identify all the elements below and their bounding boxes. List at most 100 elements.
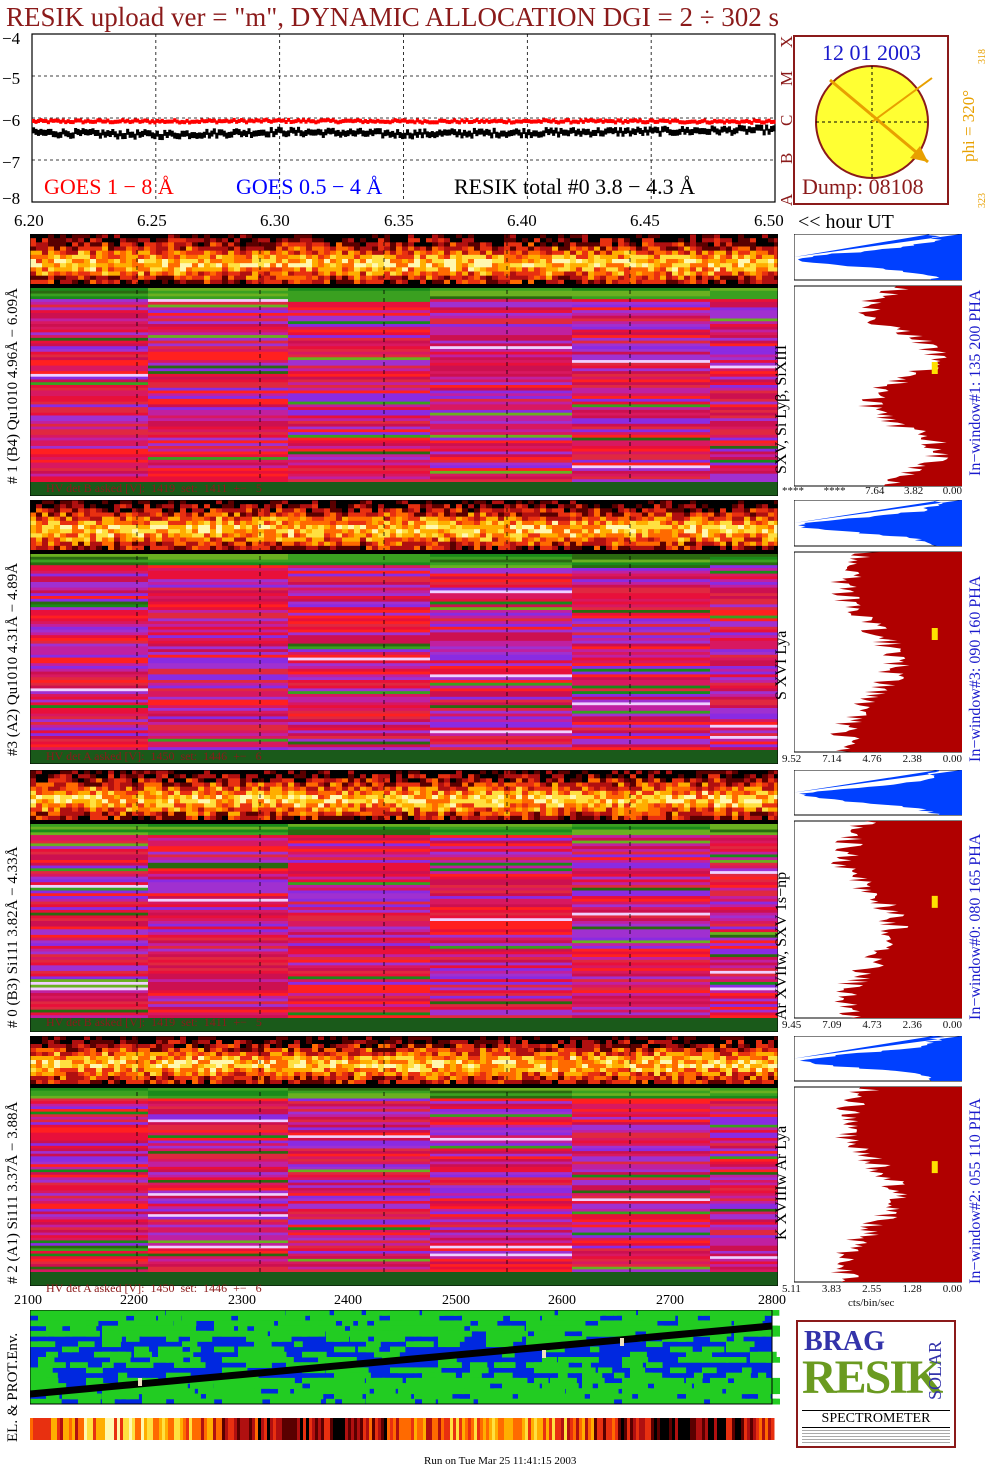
spectrum-pixel xyxy=(162,279,168,285)
spectrum-pixel xyxy=(480,234,486,239)
spectrum-pixel xyxy=(162,250,168,256)
spectrum-row xyxy=(710,337,778,342)
spectrum-row xyxy=(288,329,430,333)
spectrum-pixel xyxy=(294,259,300,264)
spectrum-pixel xyxy=(300,254,306,260)
spectrum-pixel xyxy=(78,271,84,277)
spectrum-pixel xyxy=(606,778,612,783)
spectrum-row xyxy=(710,315,778,319)
resik-total-point xyxy=(116,133,120,140)
spectrum-pixel xyxy=(114,246,120,252)
resik-total-point xyxy=(69,132,73,139)
spectrum-pixel xyxy=(678,271,684,277)
spectrum-pixel xyxy=(252,533,258,538)
resik-total-point xyxy=(346,130,350,137)
spectrum-pixel xyxy=(540,533,546,538)
spectrum-row xyxy=(30,307,148,311)
spectrum-pixel xyxy=(168,246,174,252)
spectrum-pixel xyxy=(42,246,48,252)
pha-ticks-1: **** **** 7.64 3.82 0.00 xyxy=(782,486,962,497)
spectrum-row xyxy=(288,365,430,369)
spectrum-pixel xyxy=(150,778,156,783)
spectrum-pixel xyxy=(702,541,708,547)
goes1-point xyxy=(121,118,125,123)
spectrum-pixel xyxy=(102,774,108,779)
spectrum-row xyxy=(430,649,572,653)
spectrum-pixel xyxy=(672,275,678,281)
spectrum-pixel xyxy=(306,778,312,783)
spectrum-pixel xyxy=(612,516,618,522)
spectrum-pixel xyxy=(102,504,108,509)
spectrum-pixel xyxy=(246,234,252,239)
spectrum-pixel xyxy=(324,525,330,530)
spectrum-pixel xyxy=(204,525,210,530)
spectrum-row xyxy=(148,708,288,712)
spectrum-pixel xyxy=(216,508,222,513)
spectrum-row xyxy=(572,445,710,450)
spectrum-row xyxy=(572,343,710,347)
spectrum-pixel xyxy=(168,508,174,513)
spectrum-row xyxy=(710,457,778,461)
spectrum-pixel xyxy=(204,545,210,551)
spectrum-pixel xyxy=(444,500,450,505)
spectrum-pixel xyxy=(168,238,174,243)
spectrum-pixel xyxy=(102,512,108,518)
spectrum-pixel xyxy=(156,774,162,779)
resik-total-point xyxy=(227,131,231,138)
resik-total-point xyxy=(425,131,429,138)
spectrum-pixel xyxy=(54,279,60,285)
spectrum-row xyxy=(30,649,148,653)
spectrum-row xyxy=(430,612,572,617)
spectrum-pixel xyxy=(144,770,150,775)
resik-total-point xyxy=(609,127,613,134)
spectrum-pixel xyxy=(630,246,636,252)
spectrum-pixel xyxy=(120,525,126,530)
spectrum-row xyxy=(572,290,710,295)
spectrum-pixel xyxy=(270,782,276,788)
spectrum-pixel xyxy=(756,533,762,538)
spectrum-row xyxy=(710,554,778,558)
spectrum-pixel xyxy=(54,254,60,260)
spectrum-pixel xyxy=(348,541,354,547)
spectrum-row xyxy=(288,318,430,322)
spectrum-pixel xyxy=(666,508,672,513)
spectrum-pixel xyxy=(528,504,534,509)
spectrum-row xyxy=(148,315,288,319)
spectrum-pixel xyxy=(450,770,456,775)
spectrum-row xyxy=(148,607,288,611)
spectrum-pixel xyxy=(210,770,216,775)
spectrum-pixel xyxy=(630,529,636,534)
spectrum-pixel xyxy=(732,541,738,547)
spectrum-pixel xyxy=(546,525,552,530)
spectrum-pixel xyxy=(528,259,534,264)
spectrum-pixel xyxy=(48,250,54,256)
spectrum-pixel xyxy=(756,545,762,551)
spectrum-row xyxy=(30,556,148,561)
spectrum-pixel xyxy=(378,525,384,530)
spectrum-pixel xyxy=(180,234,186,239)
spectrum-pixel xyxy=(588,234,594,239)
spectrum-pixel xyxy=(576,516,582,522)
spectrum-pixel xyxy=(510,516,516,522)
spectrum-row xyxy=(288,621,430,625)
goes1-point xyxy=(123,119,127,124)
spectrum-pixel xyxy=(30,254,36,260)
spectrum-pixel xyxy=(42,508,48,513)
spectrum-pixel xyxy=(228,246,234,252)
spectrum-pixel xyxy=(630,508,636,513)
spectrum-row xyxy=(710,398,778,403)
spectrum-pixel xyxy=(282,267,288,272)
spectrum-pixel xyxy=(270,529,276,534)
resik-total-point xyxy=(361,130,365,137)
spectrum-pixel xyxy=(270,525,276,530)
spectrum-pixel xyxy=(450,504,456,509)
spectrum-pixel xyxy=(324,279,330,285)
spectrum-pixel xyxy=(678,508,684,513)
spectrum-pixel xyxy=(336,508,342,513)
spectrum-pixel xyxy=(726,242,732,247)
resik-total-point xyxy=(509,130,514,137)
spectrum-pixel xyxy=(426,545,432,551)
spectrum-pixel xyxy=(42,259,48,264)
spectrum-pixel xyxy=(372,250,378,256)
spectrum-row xyxy=(710,454,778,458)
